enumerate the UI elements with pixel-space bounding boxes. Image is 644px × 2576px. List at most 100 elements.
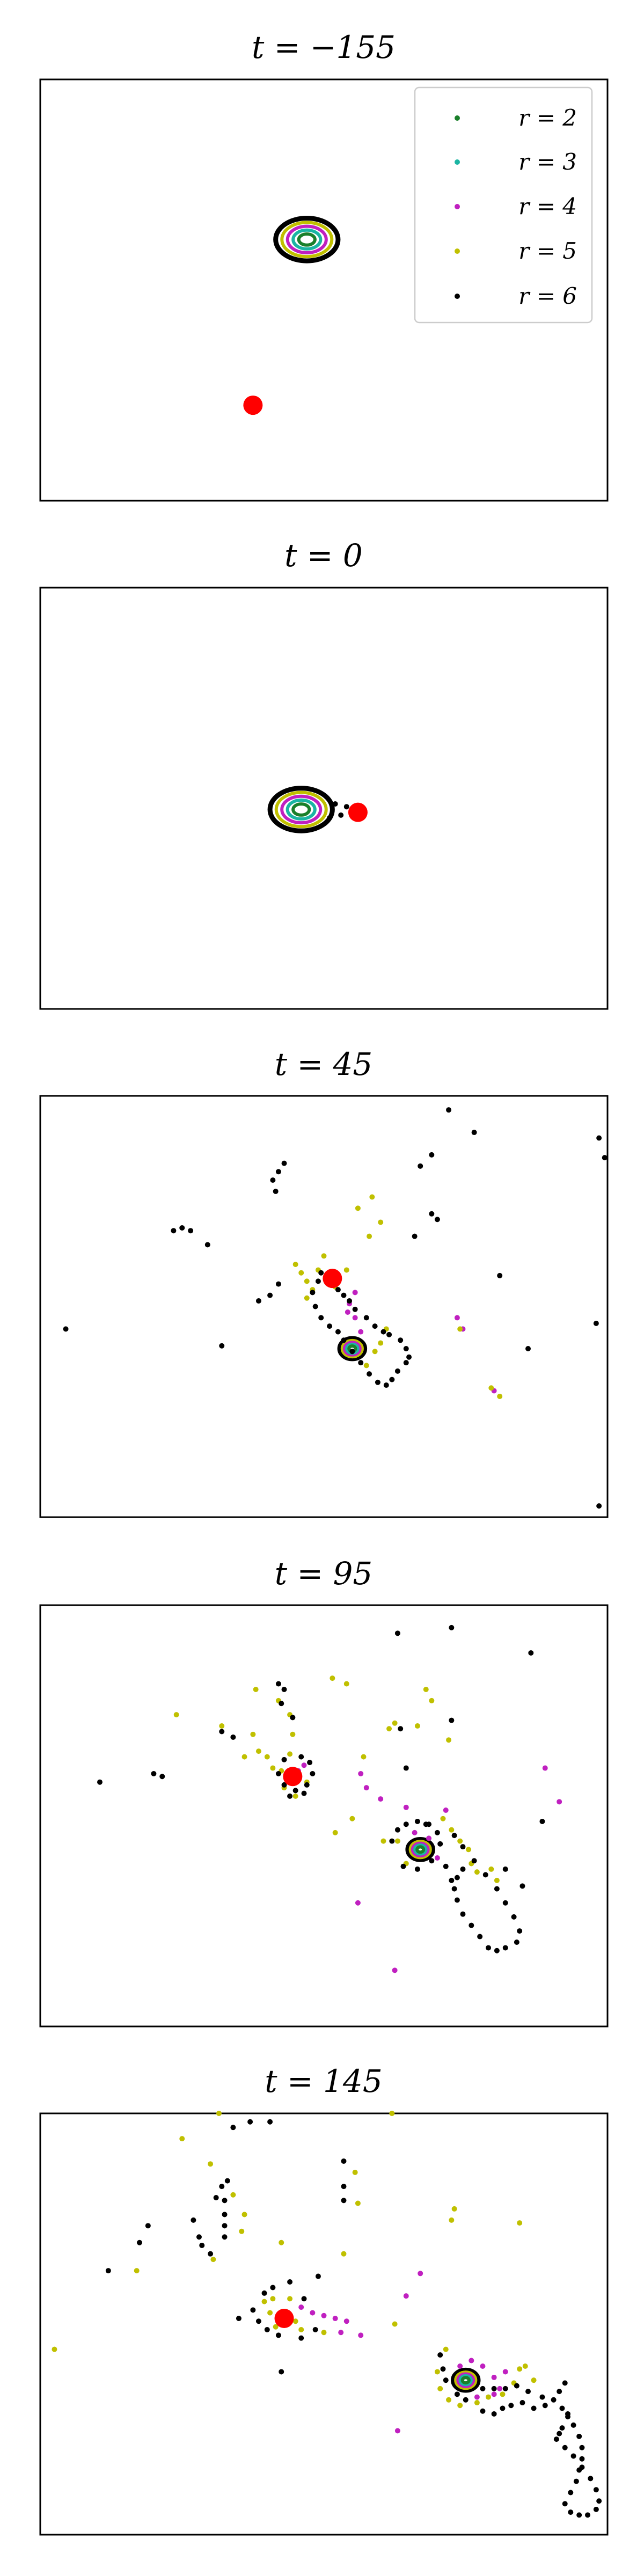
particle-r5: [298, 1270, 304, 1276]
particle-r5: [494, 1877, 500, 1883]
particle-r6: [275, 2332, 281, 2338]
particle-r6: [230, 2125, 236, 2131]
particle-r6: [301, 1790, 307, 1796]
plot-marks: [63, 1107, 608, 1509]
legend-entry-r3: r = 3: [455, 149, 577, 175]
particle-r4: [352, 1290, 358, 1296]
particle-r6: [219, 1343, 225, 1349]
particle-r6: [261, 2290, 267, 2296]
particle-r6: [270, 2285, 276, 2290]
particle-r5: [372, 1349, 378, 1355]
particle-r5: [264, 1754, 270, 1760]
disk-ring-r2: [415, 1845, 426, 1854]
perturber-point: [283, 1767, 303, 1787]
particle-r6: [247, 2119, 253, 2125]
particle-r6: [519, 1883, 525, 1889]
particle-r6: [279, 2369, 284, 2375]
particle-r6: [443, 2377, 449, 2383]
disk-ring-r2: [460, 2376, 471, 2385]
particle-r6: [367, 1371, 372, 1377]
plot-frame: [39, 2112, 609, 2536]
particle-r6: [312, 1304, 318, 1309]
particle-r6: [412, 1233, 418, 1239]
particle-r5: [292, 1262, 298, 1267]
particle-r6: [63, 1326, 69, 1332]
particle-r6: [394, 1827, 400, 1833]
legend-box: [414, 86, 593, 324]
particle-r6: [171, 1228, 177, 1234]
particle-r6: [341, 2198, 347, 2204]
particle-r6: [519, 2400, 525, 2406]
particle-r5: [500, 2391, 506, 2397]
particle-r4: [338, 2330, 344, 2336]
particle-r5: [241, 2212, 247, 2218]
plot-marks: [243, 216, 341, 415]
particle-r5: [392, 2321, 398, 2327]
particle-r5: [531, 2377, 537, 2383]
particle-r6: [136, 2240, 142, 2245]
particle-r6: [426, 1821, 432, 1827]
particle-r6: [338, 812, 344, 818]
particle-r5: [219, 1723, 225, 1729]
particle-r6: [480, 2385, 486, 2391]
particle-r5: [394, 1838, 400, 1844]
plot-frame: [39, 1095, 609, 1518]
particle-r6: [222, 2212, 228, 2218]
particle-r6: [557, 2389, 562, 2395]
panel-title: t = 45: [275, 1046, 373, 1082]
particle-r6: [250, 2307, 256, 2313]
particle-r5: [208, 2161, 214, 2167]
particle-r5: [437, 2385, 443, 2391]
particle-r6: [199, 2242, 205, 2248]
disk-ring-r5: [274, 791, 328, 829]
particle-r6: [287, 1793, 293, 1799]
particle-r5: [392, 1720, 398, 1726]
particle-r5: [451, 2206, 457, 2212]
particle-r6: [568, 2509, 574, 2515]
particle-r5: [414, 1723, 420, 1729]
particle-r6: [222, 2198, 228, 2204]
particle-r4: [474, 2394, 480, 2400]
particle-r6: [514, 2383, 519, 2389]
particle-r6: [358, 1360, 364, 1366]
particle-r5: [443, 2346, 449, 2352]
particle-r4: [343, 2318, 349, 2324]
particle-r5: [517, 2220, 523, 2226]
particle-r4: [321, 2312, 327, 2318]
particle-r5: [341, 2251, 347, 2257]
panel-t-minus-155: t = −155 r = 2 r = 3 r = 4 r = 5: [39, 29, 609, 502]
particle-r5: [298, 2326, 304, 2332]
particle-r6: [275, 1771, 281, 1776]
particle-r6: [403, 1346, 409, 1351]
particle-r6: [281, 1160, 287, 1166]
particle-r6: [255, 1298, 261, 1304]
particle-r6: [497, 1272, 503, 1278]
particle-r5: [241, 1754, 247, 1760]
particle-r5: [457, 1838, 463, 1844]
particle-r5: [474, 1869, 480, 1875]
particle-r4: [542, 1765, 548, 1771]
particle-r6: [557, 2431, 562, 2436]
particle-r4: [403, 1804, 409, 1810]
particle-r6: [471, 1130, 477, 1136]
particle-r6: [562, 2501, 568, 2507]
particle-r6: [304, 1782, 310, 1788]
particle-r5: [332, 1829, 338, 1835]
particle-r4: [480, 2363, 486, 2369]
particle-r6: [204, 1242, 210, 1248]
plot-frame: [39, 1604, 609, 2028]
particle-r6: [394, 1630, 400, 1636]
particle-r6: [281, 1687, 287, 1692]
plot-marks: [97, 1624, 562, 1973]
particle-r5: [304, 1278, 310, 1284]
particle-r6: [539, 2394, 545, 2400]
panel-t-45: t = 45: [39, 1046, 609, 1518]
disk-ring-r4: [280, 794, 323, 825]
particle-r6: [406, 1354, 412, 1360]
particle-r6: [191, 2217, 196, 2223]
particle-r6: [389, 1838, 395, 1844]
particle-r6: [593, 1320, 599, 1326]
particle-r6: [460, 1866, 466, 1872]
disk-ring-r4: [342, 1341, 362, 1357]
panel-title: t = 0: [284, 537, 363, 574]
